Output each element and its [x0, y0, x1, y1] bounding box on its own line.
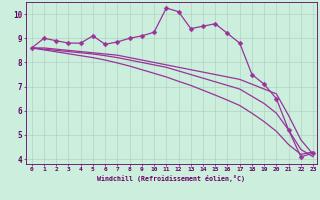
X-axis label: Windchill (Refroidissement éolien,°C): Windchill (Refroidissement éolien,°C) — [97, 175, 245, 182]
